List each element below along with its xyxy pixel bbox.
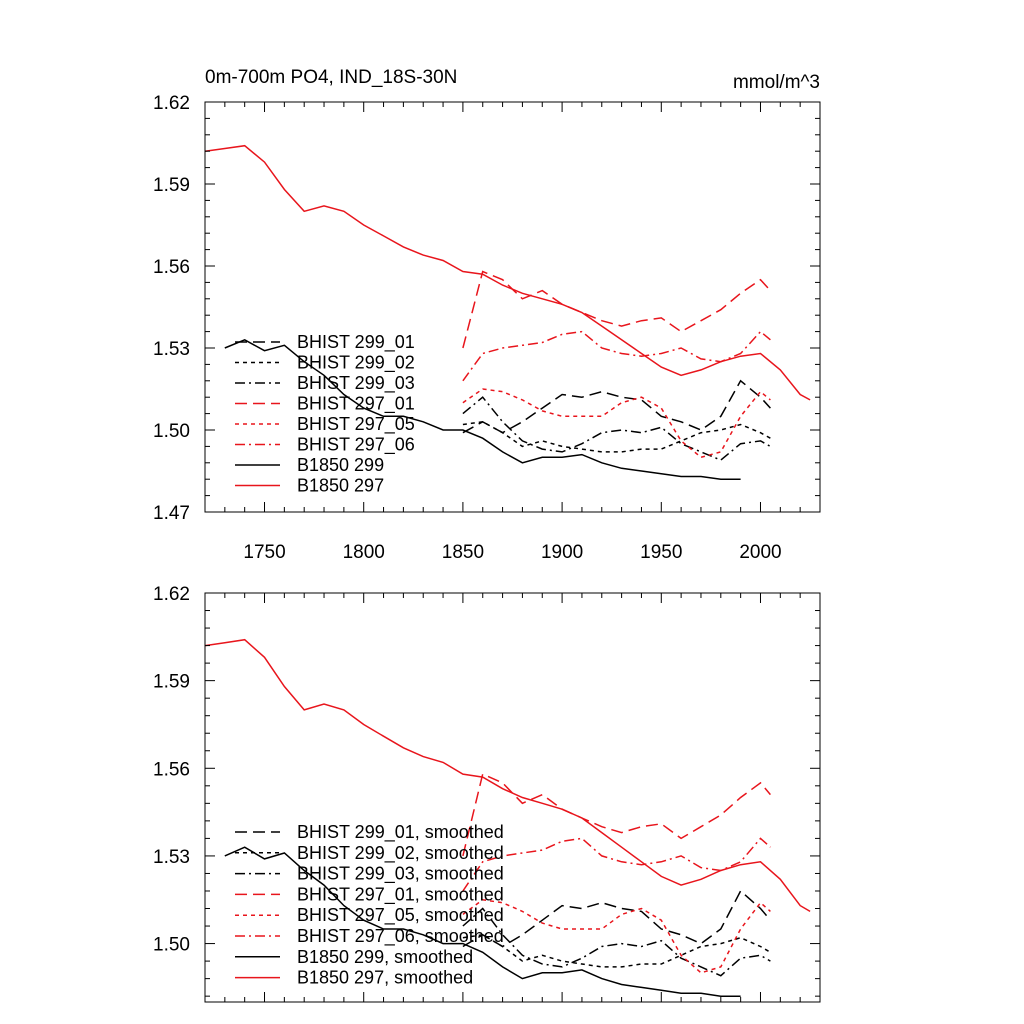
legend-label-5: BHIST 297_06, smoothed xyxy=(297,926,504,947)
bottom-panel: 1.50 1.53 1.56 1.59 1.62 BHIST 299_01, smoot… xyxy=(153,584,821,1003)
y-tick-label: 1.50 xyxy=(153,421,190,442)
top-panel: 0m-700m PO4, IND_18S-30N mmol/m^3 1.471.… xyxy=(153,67,821,563)
legend-label-4: BHIST 297_05, smoothed xyxy=(297,905,504,926)
top-series-layer xyxy=(205,144,811,480)
y-tick-label: 1.50 xyxy=(153,935,190,956)
series-line-5 xyxy=(462,837,771,892)
legend-label-3: BHIST 297_01, smoothed xyxy=(297,884,504,905)
legend-label-1: BHIST 299_02, smoothed xyxy=(297,843,504,864)
legend-label-6: B1850 299 xyxy=(297,455,384,475)
series-line-6 xyxy=(224,338,741,480)
legend-label-5: BHIST 297_06 xyxy=(297,435,415,456)
series-line-1 xyxy=(462,421,771,453)
x-tick-label: 1950 xyxy=(640,542,682,563)
series-line-1 xyxy=(462,934,771,968)
y-tick-label: 1.56 xyxy=(153,257,190,278)
legend-label-0: BHIST 299_01 xyxy=(297,332,415,353)
y-tick-label: 1.47 xyxy=(153,503,190,524)
bottom-plot-frame xyxy=(204,592,821,1003)
x-tick-label: 1750 xyxy=(243,542,285,563)
series-line-0 xyxy=(462,379,771,434)
legend-label-2: BHIST 299_03, smoothed xyxy=(297,864,504,885)
series-line-7 xyxy=(205,638,811,913)
legend-label-7: B1850 297 xyxy=(297,476,384,496)
chart-title: 0m-700m PO4, IND_18S-30N xyxy=(205,67,457,88)
series-line-2 xyxy=(462,907,771,977)
y-tick-label: 1.62 xyxy=(153,93,190,114)
y-tick-label: 1.53 xyxy=(153,339,190,360)
y-tick-label: 1.56 xyxy=(153,759,190,780)
series-line-2 xyxy=(462,396,771,461)
x-tick-label: 1900 xyxy=(541,542,583,563)
legend-label-4: BHIST 297_05 xyxy=(297,414,415,435)
legend-label-1: BHIST 299_02 xyxy=(297,353,415,374)
series-line-3 xyxy=(462,270,771,349)
y-tick-label: 1.59 xyxy=(153,175,190,196)
series-line-7 xyxy=(205,144,811,401)
x-tick-label: 1800 xyxy=(343,542,385,563)
y-tick-label: 1.53 xyxy=(153,847,190,868)
units-label: mmol/m^3 xyxy=(733,72,820,93)
y-tick-label: 1.59 xyxy=(153,672,190,693)
series-line-6 xyxy=(224,846,741,997)
top-ticks-layer: 1.47 1.50 1.53 1.56 1.59 1.62 1750 1800 1850 1900… xyxy=(153,93,821,563)
legend-label-3: BHIST 297_01 xyxy=(297,394,415,415)
series-line-0 xyxy=(462,889,771,948)
legend-label-7: B1850 297, smoothed xyxy=(297,968,473,988)
top-plot-frame xyxy=(204,101,821,513)
series-line-3 xyxy=(462,773,771,857)
x-tick-label: 1850 xyxy=(442,542,484,563)
bottom-series-layer xyxy=(205,638,811,997)
legend-label-2: BHIST 299_03 xyxy=(297,373,415,394)
series-line-4 xyxy=(462,899,771,974)
series-line-4 xyxy=(462,388,771,459)
y-tick-label: 1.62 xyxy=(153,584,190,605)
series-line-5 xyxy=(462,330,771,382)
x-tick-label: 2000 xyxy=(739,542,781,563)
legend-label-6: B1850 299, smoothed xyxy=(297,947,473,967)
legend-label-0: BHIST 299_01, smoothed xyxy=(297,822,504,843)
